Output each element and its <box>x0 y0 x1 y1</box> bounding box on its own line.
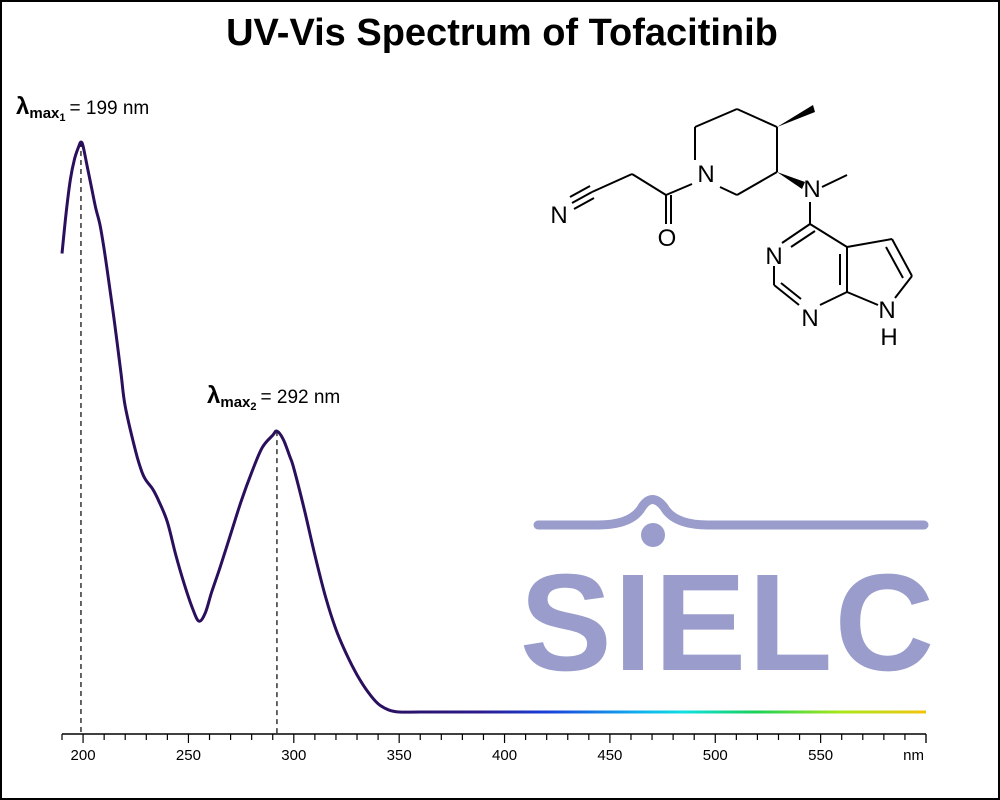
x-tick-label: 200 <box>71 747 96 764</box>
x-unit-label: nm <box>903 747 924 764</box>
x-tick-label: 400 <box>492 747 517 764</box>
peak-annotations: λmax1 = 199 nm λmax2 = 292 nm <box>16 93 340 413</box>
x-tick-label: 300 <box>281 747 306 764</box>
peak-2-label: λmax2 = 292 nm <box>207 382 340 413</box>
series-group <box>60 140 926 714</box>
sielc-watermark-logo: SIELC <box>520 495 936 700</box>
atom-label-n-methylamine: N <box>803 176 820 203</box>
x-tick-label: 550 <box>808 747 833 764</box>
x-tick-label: 250 <box>176 747 201 764</box>
x-axis: 200 250 300 350 400 450 500 550 nm <box>61 733 927 764</box>
atom-label-n-pyrimidine-top: N <box>765 243 782 270</box>
peak-markers <box>80 142 278 734</box>
peak-1-label: λmax1 = 199 nm <box>16 93 149 124</box>
watermark-text: SIELC <box>520 546 936 700</box>
chart-title: UV-Vis Spectrum of Tofacitinib <box>226 12 778 54</box>
tofacitinib-structure <box>569 105 913 306</box>
x-tick-label: 450 <box>597 747 622 764</box>
x-tick-label: 350 <box>387 747 412 764</box>
atom-label-o-carbonyl: O <box>658 225 677 252</box>
atom-label-h-pyrrole: H <box>880 324 897 351</box>
x-tick-label: 500 <box>703 747 728 764</box>
atom-label-n-pyrimidine-bottom: N <box>801 305 818 332</box>
spectrum-line <box>60 140 926 714</box>
atom-label-nh-pyrrole: N <box>878 297 895 324</box>
atom-label-n-nitrile: N <box>550 202 567 229</box>
atom-label-n-piperidine: N <box>697 161 714 188</box>
